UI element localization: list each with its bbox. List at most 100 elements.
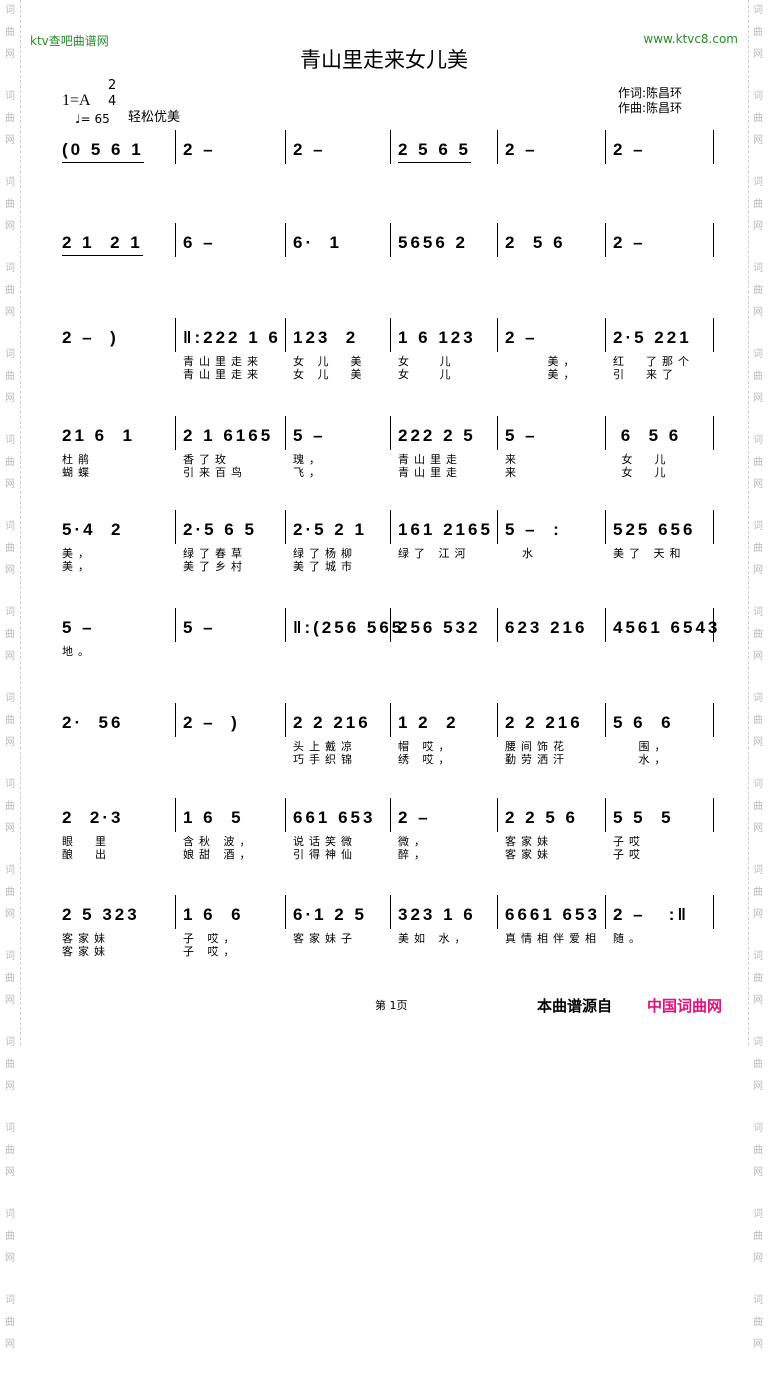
- barline: [713, 608, 714, 642]
- barline: [285, 318, 286, 352]
- notes: ‖:222 1 6: [183, 328, 281, 347]
- measure: 2 – ): [183, 713, 240, 735]
- notes: 4561 6543: [613, 618, 721, 637]
- measure: 2 –: [293, 140, 326, 162]
- barline: [175, 223, 176, 257]
- measure: 4561 6543: [613, 618, 720, 640]
- notes: 2·5 221: [613, 328, 692, 347]
- source-site[interactable]: 中国词曲网: [647, 997, 723, 1015]
- lyric-verse-1: 女 儿: [613, 453, 671, 466]
- lyric-verse-1: 围，: [613, 740, 671, 753]
- barline: [713, 130, 714, 164]
- barline: [605, 510, 606, 544]
- measure: 525 656 美了 天和: [613, 520, 695, 560]
- barline: [285, 510, 286, 544]
- key-signature: 1=A: [62, 92, 91, 109]
- measure: 6661 653 真情相伴爱相: [505, 905, 601, 945]
- measure: 2 –: [613, 140, 646, 162]
- lyric-verse-1: 客家妹: [62, 932, 110, 945]
- measure: 2· 56: [62, 713, 123, 735]
- barline: [713, 510, 714, 544]
- barline: [713, 416, 714, 450]
- lyric-verse-2: 客家妹: [505, 848, 553, 861]
- measure: 5656 2: [398, 233, 468, 255]
- barline: [497, 130, 498, 164]
- lyric-verse-1: 红 了那个: [613, 355, 694, 368]
- site-name[interactable]: ktv查吧曲谱网: [30, 34, 109, 48]
- barline: [285, 895, 286, 929]
- lyric-verse-2: 美了乡村: [183, 560, 247, 573]
- notes: 5 –: [62, 618, 95, 637]
- site-url[interactable]: www.ktvc8.com: [643, 32, 738, 46]
- notes: 5 –: [505, 426, 538, 445]
- notes: 2· 56: [62, 713, 124, 732]
- notes: 6 5 6: [613, 426, 682, 445]
- barline: [605, 895, 606, 929]
- barline: [175, 416, 176, 450]
- barline: [175, 318, 176, 352]
- lyric-verse-2: 女 儿: [398, 368, 456, 381]
- notes: 2 –: [293, 140, 326, 159]
- lyric-verse-2: 来: [505, 466, 521, 479]
- lyric-verse-2: 巧手织锦: [293, 753, 357, 766]
- measure: 5·4 2 美， 美，: [62, 520, 123, 573]
- score-row: 2 1 2 1 6 – 6· 1 5656 2 2 5 6 2 –: [62, 223, 714, 293]
- measure: 1 6 6 子 哎，子 哎，: [183, 905, 244, 958]
- notes: 5 6 6: [613, 713, 674, 732]
- measure: 6 5 6 女 儿 女 儿: [613, 426, 681, 479]
- barline: [713, 318, 714, 352]
- barline: [285, 130, 286, 164]
- notes: 123 2: [293, 328, 359, 347]
- lyric-verse-1: 说话笑微: [293, 835, 357, 848]
- lyric-verse-2: 引 来了: [613, 368, 678, 381]
- notes: 6 –: [183, 233, 216, 252]
- notes: 2 2 5 6: [505, 808, 578, 827]
- measure: 161 2165 绿了 江河: [398, 520, 493, 560]
- lyric-verse-2: 美了城市: [293, 560, 357, 573]
- measure: 222 2 5 青山里走 青山里走: [398, 426, 476, 479]
- measure: 2 –: [505, 140, 538, 162]
- lyric-verse-2: 蝴蝶: [62, 466, 94, 479]
- barline: [390, 895, 391, 929]
- lyric-verse-2: 客家妹: [62, 945, 110, 958]
- notes: 2 – ): [62, 328, 119, 347]
- lyric-verse-1: 绿了杨柳: [293, 547, 357, 560]
- barline: [497, 223, 498, 257]
- lyric-verse-1: 帽 哎，: [398, 740, 455, 753]
- notes: 2·5 6 5: [183, 520, 257, 539]
- barline: [497, 416, 498, 450]
- lyric-verse-1: 女 儿 美: [293, 355, 367, 368]
- barline: [390, 798, 391, 832]
- style-marking: 轻松优美: [128, 110, 181, 125]
- barline: [175, 703, 176, 737]
- measure: 5 6 6 围， 水，: [613, 713, 674, 766]
- watermark-right: 词曲网词曲网词曲网词曲网词曲网词曲网词曲网词曲网词曲网词曲网词曲网词曲网词曲网词…: [753, 5, 763, 1350]
- notes: 5 –: [293, 426, 326, 445]
- lyric-verse-2: 子 哎，: [183, 945, 240, 958]
- barline: [605, 318, 606, 352]
- notes: 1 6 5: [183, 808, 244, 827]
- lyric-verse-1: 青山里走: [398, 453, 462, 466]
- score-row: 21 6 1 杜鹃 蝴蝶 2 1 6165 香了玫 引来百鸟 5 – 瑰， 飞， 222 2 5 青…: [62, 416, 714, 486]
- lyric-verse-2: 醉，: [398, 848, 430, 861]
- watermark-left: 词曲网词曲网词曲网词曲网词曲网词曲网词曲网词曲网词曲网词曲网词曲网词曲网词曲网词…: [5, 5, 15, 1350]
- lyric-verse-2: 酿 出: [62, 848, 111, 861]
- time-signature: 2 4: [108, 78, 116, 110]
- lyric-verse-2: 女 儿 美: [293, 368, 367, 381]
- measure: 2 2·3 眼 里酿 出: [62, 808, 123, 861]
- lyric-verse-1: 眼 里: [62, 835, 111, 848]
- lyric-verse-1: 美，: [62, 547, 94, 560]
- notes: 2 –: [505, 328, 538, 347]
- lyric-verse-2: 女 儿: [613, 466, 671, 479]
- notes: 2 –: [613, 140, 646, 159]
- measure: 2 2 216 头上戴凉 巧手织锦: [293, 713, 371, 766]
- measure: 5 5 5 子哎 子哎: [613, 808, 674, 861]
- notes: 2 5 6: [505, 233, 566, 252]
- barline: [713, 798, 714, 832]
- barline: [175, 608, 176, 642]
- measure: 1 6 123 女 儿女 儿: [398, 328, 476, 381]
- lyric-verse-1: 青山里走来: [183, 355, 263, 368]
- measure: 2 2 216 腰间饰花 勤劳洒汗: [505, 713, 583, 766]
- barline: [497, 895, 498, 929]
